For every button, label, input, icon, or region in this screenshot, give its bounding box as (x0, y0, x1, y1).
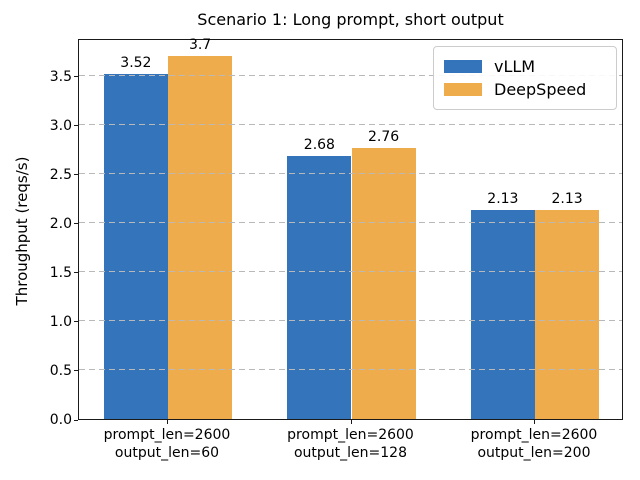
legend-swatch-deepspeed (444, 83, 482, 96)
bar-deepspeed-2 (535, 210, 600, 419)
bar-vllm-1 (287, 156, 352, 419)
y-tick-mark-1.5 (74, 272, 78, 274)
x-tick-label-line: output_len=128 (293, 445, 407, 461)
bar-value-label: 2.68 (303, 137, 335, 154)
y-tick-mark-2.5 (74, 174, 78, 176)
y-tick-label-1.5: 1.5 (49, 264, 72, 281)
bar-value-label: 2.13 (487, 191, 519, 208)
x-tick-label-1: prompt_len=2600 output_len=128 (251, 426, 451, 462)
bar-value-label: 2.76 (368, 129, 400, 146)
x-tick-label-line: output_len=200 (477, 445, 591, 461)
legend-entry-deepspeed: DeepSpeed (444, 80, 606, 99)
bar-vllm-0 (103, 73, 168, 419)
bar-value-label: 3.52 (120, 54, 152, 71)
x-tick-label-line: prompt_len=2600 (470, 427, 598, 443)
gridline-y-2.0 (79, 222, 622, 224)
y-tick-mark-1.0 (74, 321, 78, 323)
y-tick-label-3.0: 3.0 (49, 117, 72, 134)
x-tick-mark-0 (166, 420, 168, 424)
legend-label-vllm: vLLM (494, 57, 536, 76)
gridline-y-3.5 (79, 75, 622, 77)
y-axis-label: Throughput (reqs/s) (13, 156, 31, 306)
bar-deepspeed-0 (167, 56, 233, 419)
x-tick-label-0: prompt_len=2600 output_len=60 (67, 426, 267, 462)
legend-label-deepspeed: DeepSpeed (494, 80, 587, 99)
y-tick-label-1.0: 1.0 (49, 313, 72, 330)
y-tick-label-3.5: 3.5 (49, 68, 72, 85)
y-tick-mark-2.0 (74, 223, 78, 225)
y-tick-mark-0.5 (74, 370, 78, 372)
legend: vLLM DeepSpeed (433, 46, 617, 110)
y-tick-label-0.0: 0.0 (49, 412, 72, 428)
bar-vllm-2 (470, 210, 535, 419)
y-tick-label-0.5: 0.5 (49, 362, 72, 379)
x-tick-label-line: prompt_len=2600 (103, 427, 231, 443)
x-tick-label-line: output_len=60 (114, 445, 220, 461)
gridline-y-1.5 (79, 271, 622, 273)
y-tick-mark-3.0 (74, 125, 78, 127)
y-tick-label-2.5: 2.5 (49, 166, 72, 183)
gridline-y-3.0 (79, 124, 622, 126)
gridline-y-0.5 (79, 369, 622, 371)
legend-swatch-vllm (444, 60, 482, 73)
bar-deepspeed-1 (351, 148, 416, 419)
y-tick-mark-0.0 (74, 419, 78, 421)
bar-value-label: 2.13 (551, 191, 583, 208)
x-tick-label-2: prompt_len=2600 output_len=200 (434, 426, 634, 462)
x-tick-mark-1 (350, 420, 352, 424)
gridline-y-1.0 (79, 320, 622, 322)
y-tick-mark-3.5 (74, 76, 78, 78)
gridline-y-2.5 (79, 173, 622, 175)
chart-title: Scenario 1: Long prompt, short output (197, 10, 504, 29)
x-tick-label-line: prompt_len=2600 (287, 427, 414, 443)
y-tick-label-2.0: 2.0 (49, 215, 72, 232)
bar-value-label: 3.7 (188, 37, 212, 54)
x-tick-mark-2 (534, 420, 535, 424)
legend-entry-vllm: vLLM (444, 57, 606, 76)
